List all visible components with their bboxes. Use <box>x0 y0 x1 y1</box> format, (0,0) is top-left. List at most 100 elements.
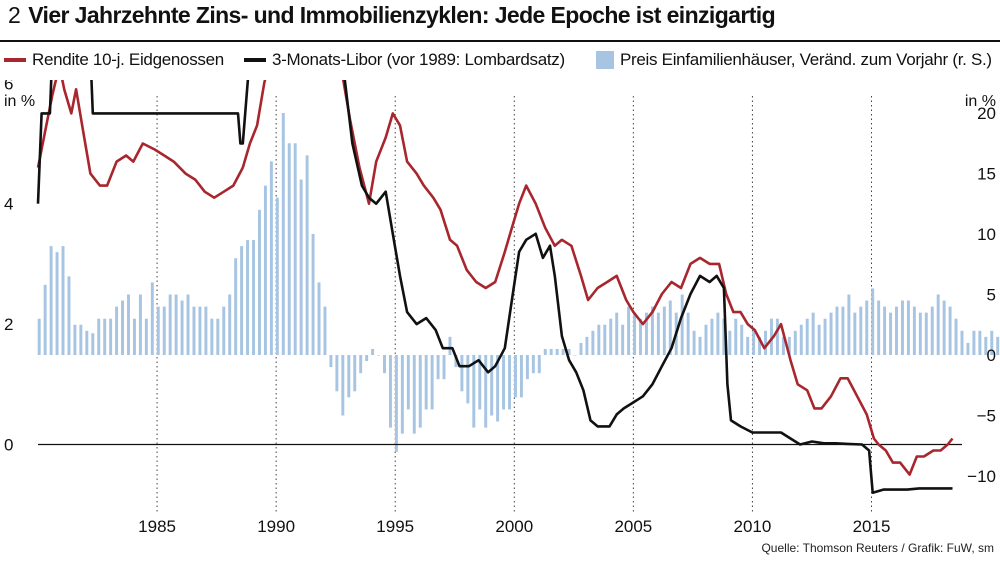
price-bar <box>55 252 59 355</box>
price-bar <box>394 355 398 452</box>
price-bar <box>168 294 172 355</box>
title-text: Vier Jahrzehnte Zins- und Immobilienzykl… <box>28 2 776 28</box>
price-bar <box>281 113 285 355</box>
x-tick-label-2010: 2010 <box>734 517 772 536</box>
price-bar <box>490 355 494 416</box>
price-bar <box>924 312 928 355</box>
price-bar <box>37 318 41 355</box>
price-bar <box>388 355 392 428</box>
price-bar <box>132 318 136 355</box>
price-bar <box>656 312 660 355</box>
price-bar <box>740 324 744 355</box>
price-bar <box>817 324 821 355</box>
price-bar <box>347 355 351 398</box>
price-bar <box>430 355 434 410</box>
price-bar <box>454 355 458 368</box>
price-bar <box>311 234 315 355</box>
price-bar <box>942 300 946 355</box>
price-bar <box>716 312 720 355</box>
y-right-tick-0: 0 <box>987 346 996 365</box>
legend-item-rendite: Rendite 10-j. Eidgenossen <box>4 50 224 70</box>
price-bar <box>906 300 910 355</box>
price-bar <box>644 312 648 355</box>
price-bar <box>734 318 738 355</box>
price-bar <box>460 355 464 392</box>
price-bar <box>525 355 529 380</box>
price-bar <box>609 318 613 355</box>
price-bar <box>900 300 904 355</box>
price-bar <box>680 294 684 355</box>
price-bar <box>746 336 750 355</box>
price-bar <box>686 312 690 355</box>
x-tick-label-2005: 2005 <box>614 517 652 536</box>
price-bar <box>936 294 940 355</box>
price-bar <box>210 318 214 355</box>
price-bar <box>186 294 190 355</box>
price-bar <box>305 155 309 355</box>
price-bar <box>91 333 95 355</box>
price-bar <box>192 306 196 355</box>
price-bar <box>85 330 89 355</box>
figure-number: 2 <box>8 2 21 28</box>
price-bar <box>704 324 708 355</box>
price-bar <box>353 355 357 392</box>
price-bar <box>662 306 666 355</box>
price-bar <box>514 355 517 398</box>
price-bar <box>627 306 631 355</box>
legend-label-preis: Preis Einfamilienhäuser, Veränd. zum Vor… <box>620 50 992 69</box>
price-bar <box>79 324 83 355</box>
price-bar <box>793 330 797 355</box>
price-bar <box>811 312 815 355</box>
price-bar <box>323 306 327 355</box>
price-bar <box>204 306 208 355</box>
price-bar <box>871 288 875 355</box>
legend-label-rendite: Rendite 10-j. Eidgenossen <box>32 50 224 69</box>
price-bar <box>198 306 202 355</box>
price-bar <box>841 306 845 355</box>
price-bar <box>121 300 125 355</box>
price-bar <box>948 306 952 355</box>
source-note: Quelle: Thomson Reuters / Grafik: FuW, s… <box>761 541 994 555</box>
price-bar <box>549 348 553 355</box>
price-bar <box>496 355 500 422</box>
price-bar <box>573 355 577 356</box>
price-bar <box>633 312 637 355</box>
legend-label-libor: 3-Monats-Libor (vor 1989: Lombardsatz) <box>272 50 565 69</box>
y-left-tick-0: 0 <box>4 436 13 455</box>
chart-area: 1985199019952000200520102015−20246810−10… <box>4 80 1000 536</box>
price-bar <box>138 294 142 355</box>
price-bar <box>984 336 988 355</box>
price-bar <box>639 318 642 355</box>
price-bar <box>603 324 607 355</box>
price-bar <box>883 306 887 355</box>
y-right-tick-10: 10 <box>977 225 996 244</box>
price-bar <box>543 348 547 355</box>
price-bar <box>853 312 857 355</box>
price-bar <box>752 330 756 355</box>
price-bar <box>299 179 303 355</box>
price-bar <box>43 284 47 355</box>
y-left-tick-6: 6 <box>4 80 13 93</box>
price-bar <box>317 282 321 355</box>
price-bar <box>555 348 559 355</box>
price-bar <box>621 324 625 355</box>
price-bar <box>127 294 130 355</box>
price-bar <box>585 336 589 355</box>
price-bar <box>162 306 166 355</box>
price-bar <box>591 330 595 355</box>
price-bar <box>466 355 470 404</box>
price-bar <box>930 306 934 355</box>
y-right-unit: in % <box>965 93 996 110</box>
legend-swatch-libor <box>244 58 266 62</box>
price-bars <box>37 113 1000 452</box>
price-bar <box>508 355 512 410</box>
price-bar <box>579 342 583 355</box>
x-tick-label-1995: 1995 <box>376 517 414 536</box>
price-bar <box>144 318 148 355</box>
price-bar <box>252 240 255 355</box>
price-bar <box>240 246 244 355</box>
rendite-line <box>36 80 954 476</box>
price-bar <box>478 355 482 410</box>
legend-item-libor: 3-Monats-Libor (vor 1989: Lombardsatz) <box>244 50 565 70</box>
price-bar <box>448 336 452 355</box>
